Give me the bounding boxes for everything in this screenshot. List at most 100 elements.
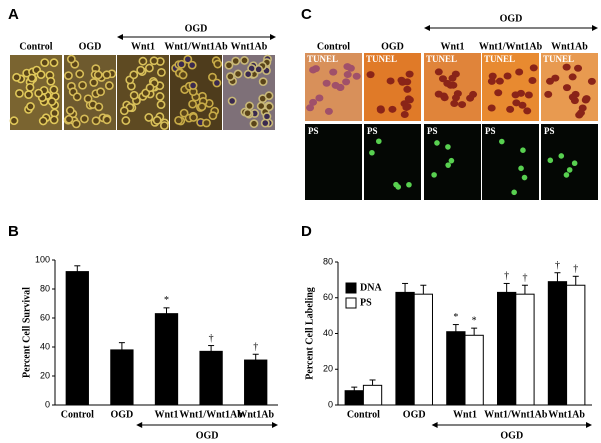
cell — [582, 95, 591, 103]
cell — [521, 174, 528, 181]
cell — [233, 69, 243, 79]
group-label: OGD — [196, 430, 219, 441]
x-tick-label: Wnt1Ab — [548, 409, 585, 420]
cell — [587, 77, 596, 85]
cell — [440, 94, 449, 102]
panel-label: C — [301, 6, 312, 23]
cell — [189, 113, 198, 122]
cell — [506, 105, 515, 113]
cell — [568, 73, 577, 81]
cell — [524, 91, 533, 99]
cell — [178, 70, 188, 80]
micrograph — [482, 124, 539, 200]
cell — [400, 111, 409, 119]
significance-marker: † — [253, 342, 258, 353]
cell — [574, 64, 583, 72]
cell — [159, 121, 169, 131]
cell — [388, 105, 397, 113]
cell — [443, 79, 452, 87]
cell — [488, 72, 497, 80]
row-label: TUNEL — [484, 54, 515, 64]
group-label: OGD — [185, 23, 208, 34]
column-label: Wnt1Ab — [551, 41, 588, 52]
cell — [71, 119, 81, 129]
y-tick-label: 20 — [40, 370, 50, 380]
cell — [102, 115, 112, 125]
cell — [144, 63, 154, 73]
cell — [12, 72, 21, 82]
y-tick-label: 80 — [323, 256, 333, 266]
cell — [343, 63, 352, 71]
cell — [157, 67, 166, 77]
y-tick-label: 100 — [35, 254, 50, 264]
cell — [36, 70, 46, 80]
column-label: Wnt1/Wnt1Ab — [164, 41, 228, 52]
significance-marker: * — [453, 312, 458, 323]
cell — [343, 71, 352, 79]
y-axis-label: Percent Cell Labeling — [304, 287, 315, 380]
cell — [138, 56, 148, 66]
cell — [451, 70, 460, 78]
cell — [49, 58, 59, 68]
group-arrow-head — [592, 25, 598, 31]
cell — [406, 181, 412, 188]
cell — [26, 102, 35, 111]
significance-marker: † — [555, 260, 560, 271]
cell — [9, 116, 19, 126]
cell — [202, 118, 211, 128]
x-tick-label: Wnt1 — [453, 409, 477, 420]
x-tick-label: Wnt1Ab — [237, 409, 274, 420]
cell — [445, 162, 451, 168]
x-tick-label: Wnt1/Wnt1Ab — [484, 409, 548, 420]
cell — [121, 116, 131, 125]
cell — [64, 71, 73, 81]
cell — [395, 184, 402, 190]
x-tick-label: Control — [347, 409, 380, 420]
cell — [38, 116, 48, 126]
cell — [256, 101, 266, 111]
cell — [566, 167, 573, 173]
group-arrow-head — [431, 422, 438, 428]
cell — [571, 160, 578, 167]
cell — [34, 88, 44, 98]
cell — [487, 104, 496, 112]
panel-label: A — [8, 6, 19, 23]
cell — [563, 172, 570, 178]
cell — [179, 108, 189, 118]
cell — [129, 70, 139, 80]
group-label: OGD — [500, 13, 523, 24]
row-label: TUNEL — [426, 54, 457, 64]
group-arrow-head — [424, 25, 430, 31]
cell — [64, 114, 74, 124]
cell — [544, 90, 553, 98]
bar — [497, 291, 517, 406]
cell — [254, 64, 264, 74]
cell — [15, 88, 24, 98]
cell — [558, 153, 565, 159]
x-tick-label: OGD — [111, 409, 134, 420]
cell — [445, 144, 451, 150]
cell — [466, 94, 475, 102]
cell — [208, 111, 218, 121]
legend-swatch — [345, 282, 357, 294]
cell — [352, 72, 361, 80]
cell — [249, 119, 259, 129]
cell — [342, 78, 351, 86]
cell — [520, 147, 526, 154]
cell — [152, 115, 162, 125]
column-label: Control — [19, 41, 52, 52]
cell — [438, 75, 447, 83]
significance-marker: † — [209, 333, 214, 344]
y-tick-label: 20 — [323, 364, 333, 374]
cell — [46, 76, 56, 86]
cell — [511, 189, 517, 196]
cell — [224, 60, 234, 70]
cell — [96, 87, 106, 97]
cell — [258, 77, 268, 87]
cell — [75, 69, 85, 79]
bar — [344, 390, 364, 406]
y-tick-label: 0 — [328, 399, 333, 409]
x-tick-label: OGD — [403, 409, 426, 420]
cell — [322, 79, 331, 87]
column-label: OGD — [79, 41, 102, 52]
